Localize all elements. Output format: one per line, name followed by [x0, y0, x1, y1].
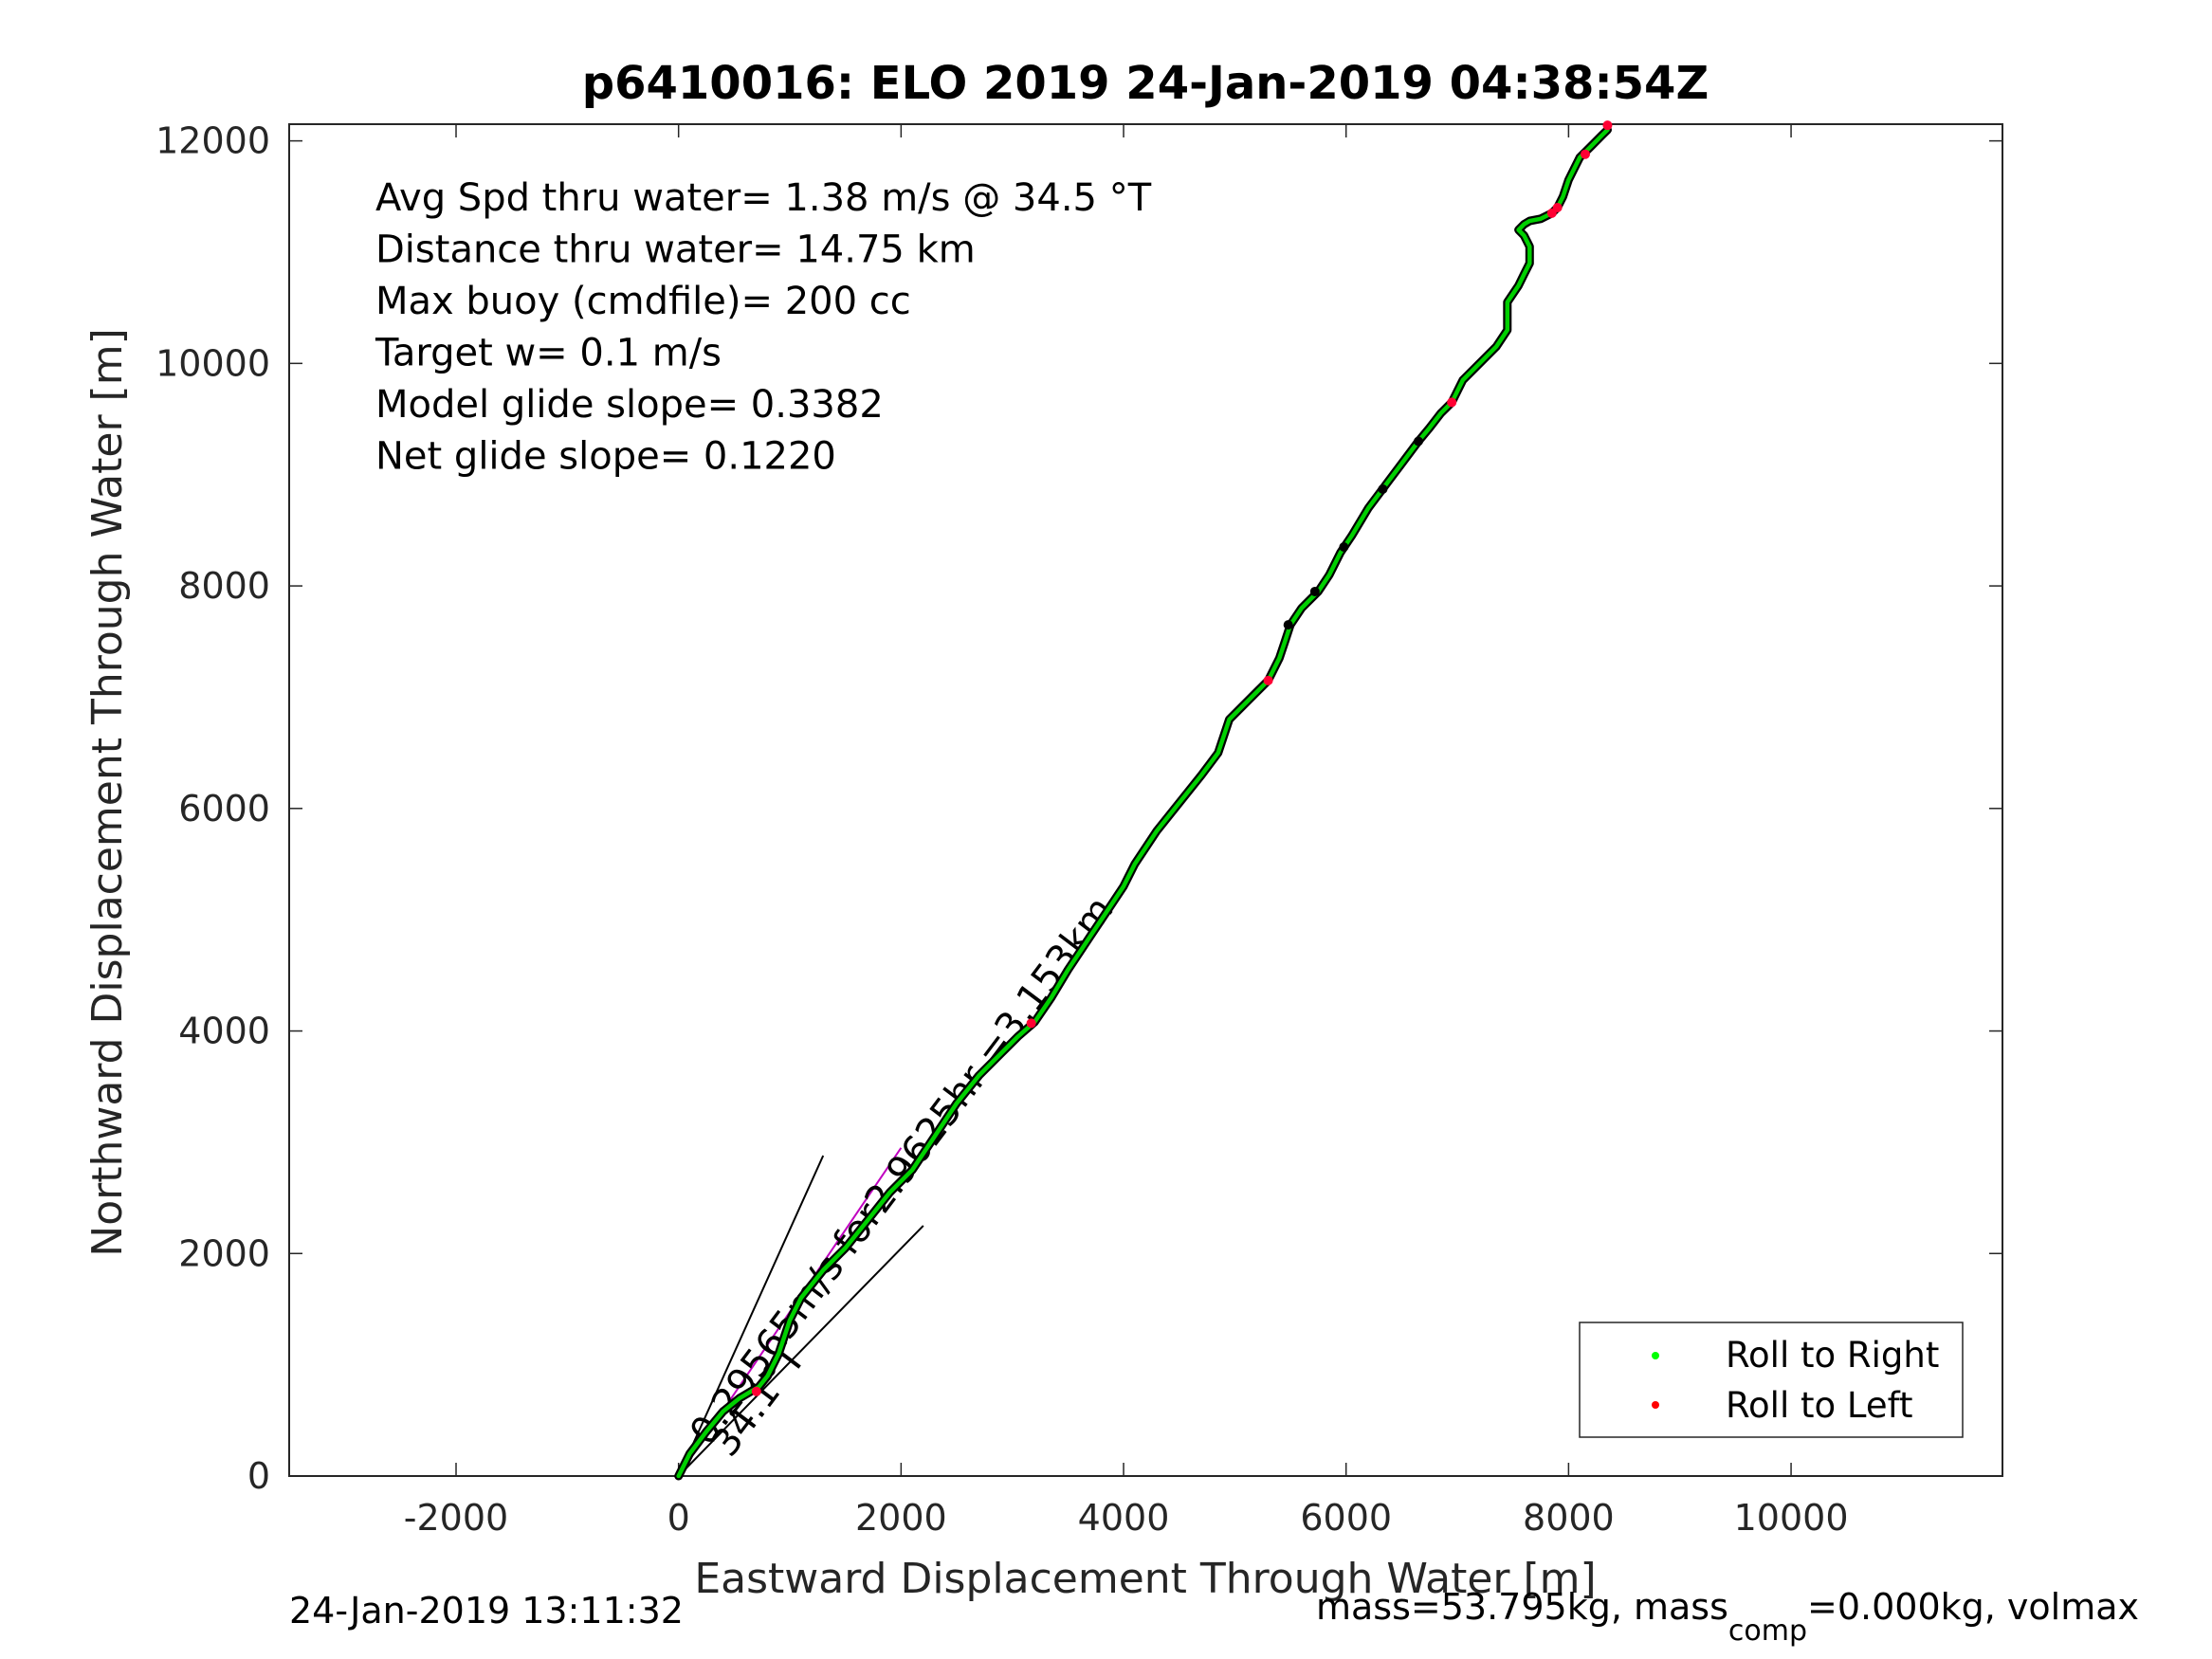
x-tick-label: 10000: [1734, 1497, 1849, 1539]
legend-marker-roll-right: [1652, 1352, 1659, 1359]
track-line: [676, 127, 1610, 1479]
x-axis-label: Eastward Displacement Through Water [m]: [694, 1555, 1596, 1603]
y-tick-label: 10000: [155, 342, 270, 384]
info-line: Max buoy (cmdfile)= 200 cc: [375, 280, 911, 323]
y-tick-label: 8000: [178, 565, 270, 607]
roll-left-point: [1552, 203, 1563, 213]
y-axis-label: Northward Displacement Through Water [m]: [83, 328, 132, 1256]
plot-box: [288, 123, 2003, 1477]
track-series: [674, 120, 1613, 1481]
roll-left-point: [1602, 120, 1613, 131]
vector-wedge-upper: [677, 1155, 825, 1477]
track-mark: [1283, 620, 1293, 630]
legend-label-roll-right: Roll to Right: [1726, 1335, 1939, 1376]
y-ticks: 0 2000 4000 6000 8000 10000 12000: [155, 120, 2002, 1497]
y-tick-label: 6000: [178, 788, 270, 830]
vector-wedge-lower: [677, 1225, 924, 1477]
legend-label-roll-left: Roll to Left: [1726, 1385, 1913, 1426]
roll-left-point: [1580, 149, 1590, 159]
info-line: Target w= 0.1 m/s: [375, 332, 722, 375]
x-tick-label: 8000: [1523, 1497, 1615, 1539]
roll-left-point: [1263, 675, 1273, 685]
y-tick-label: 12000: [155, 120, 270, 162]
footer-mass-subscript: comp: [1728, 1614, 1807, 1648]
info-box: Avg Spd thru water= 1.38 m/s @ 34.5 °T Di…: [375, 176, 1152, 479]
plot-frame: [288, 123, 2003, 1477]
info-line: Distance thru water= 14.75 km: [375, 228, 976, 272]
info-line: Avg Spd thru water= 1.38 m/s @ 34.5 °T: [375, 176, 1152, 220]
x-tick-label: 2000: [855, 1497, 947, 1539]
legend: Roll to Right Roll to Left: [1579, 1322, 1964, 1438]
plot-background: [289, 124, 2002, 1476]
track-mark: [1413, 436, 1423, 447]
track-mark: [1378, 483, 1388, 494]
roll-left-point: [1447, 397, 1457, 408]
roll-left-point: [1026, 1018, 1036, 1029]
x-tick-label: 4000: [1078, 1497, 1170, 1539]
footer-mass-prefix: mass=53.795kg, mass: [1316, 1586, 1728, 1628]
footer-mass: mass=53.795kg, masscomp=0.000kg, volmax: [1316, 1586, 2139, 1648]
info-line: Model glide slope= 0.3382: [375, 383, 884, 427]
track-mark: [1309, 586, 1320, 596]
y-tick-label: 0: [247, 1455, 270, 1497]
y-tick-label: 2000: [178, 1232, 270, 1274]
x-tick-label: 0: [667, 1497, 690, 1539]
y-tick-label: 4000: [178, 1011, 270, 1052]
x-ticks: -2000 0 2000 4000 6000 8000 10000: [404, 124, 1849, 1539]
footer-timestamp: 24-Jan-2019 13:11:32: [289, 1590, 684, 1632]
legend-marker-roll-left: [1652, 1401, 1659, 1409]
track-mark: [1339, 541, 1349, 552]
x-tick-label: 6000: [1300, 1497, 1392, 1539]
x-tick-label: -2000: [404, 1497, 508, 1539]
info-line: Net glide slope= 0.1220: [375, 435, 836, 479]
footer-mass-suffix: =0.000kg, volmax: [1807, 1586, 2139, 1628]
legend-box: [1579, 1322, 1964, 1438]
chart-title: p6410016: ELO 2019 24-Jan-2019 04:38:54Z: [582, 57, 1709, 110]
roll-left-point: [751, 1386, 761, 1396]
